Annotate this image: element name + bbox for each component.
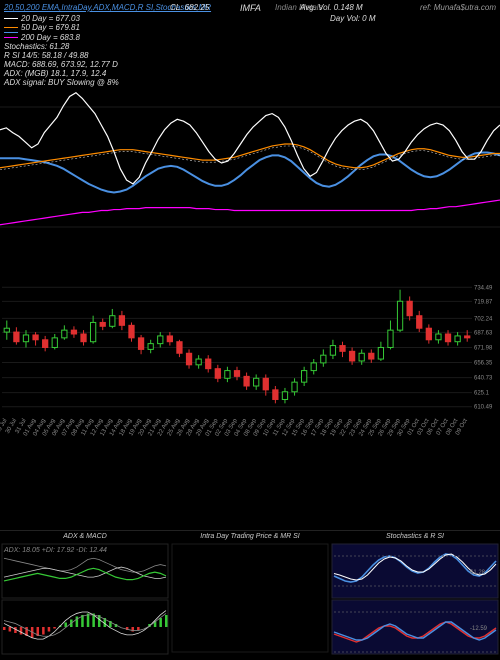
svg-text:719.87: 719.87 (474, 299, 493, 305)
ma-legend: 20 Day = 677.03 (0, 14, 500, 23)
stat-line: ADX signal: BUY Slowing @ 8% (0, 78, 500, 87)
avg-vol: Avg. Vol. 0.148 M (300, 3, 363, 12)
svg-text:-12.59: -12.59 (470, 626, 488, 632)
intraday-panel: Intra Day Trading Price & MR SI (170, 530, 330, 660)
stoch-rsi-panel: Stochastics & R SI 61.28 -12.59 (330, 530, 500, 660)
svg-text:625.1: 625.1 (474, 391, 490, 397)
svg-text:ADX: 18.05 +DI: 17.92 -DI: 1: ADX: 18.05 +DI: 17.92 -DI: 12.44 (3, 547, 107, 554)
ticker: IMFA (240, 3, 261, 13)
panel-title: Stochastics & R SI (330, 531, 500, 542)
svg-text:702.24: 702.24 (474, 316, 493, 322)
candle-chart: 734.49 719.87 702.24 687.63 671.98 656.35 640.… (0, 277, 500, 447)
ma-legend: 50 Day = 679.81 (0, 23, 500, 32)
svg-text:656.35: 656.35 (474, 361, 493, 367)
ma-chart (0, 87, 500, 277)
svg-text:640.73: 640.73 (474, 376, 493, 382)
svg-text:61.28: 61.28 (470, 570, 486, 576)
svg-text:734.49: 734.49 (474, 285, 493, 291)
stat-line: R SI 14/5: 58.18 / 49.88 (0, 51, 500, 60)
close-price: CL: 682.25 (170, 3, 209, 12)
day-vol: Day Vol: 0 M (330, 14, 376, 23)
panel-title: ADX & MACD (0, 531, 170, 542)
stat-line: Stochastics: 61.28 (0, 42, 500, 51)
adx-macd-panel: ADX & MACD ADX: 18.05 +DI: 17.92 -DI: 12… (0, 530, 170, 660)
stat-line: MACD: 688.69, 673.92, 12.77 D (0, 60, 500, 69)
svg-text:687.63: 687.63 (474, 330, 493, 336)
source-ref: ref: Munafa$utra.com (420, 3, 496, 13)
ma-legend: 200 Day = 683.8 (0, 33, 500, 42)
panel-title: Intra Day Trading Price & MR SI (170, 531, 330, 542)
svg-text:671.98: 671.98 (474, 346, 493, 352)
svg-text:610.49: 610.49 (474, 405, 493, 411)
stat-line: ADX: (MGB) 18.1, 17.9, 12.4 (0, 69, 500, 78)
